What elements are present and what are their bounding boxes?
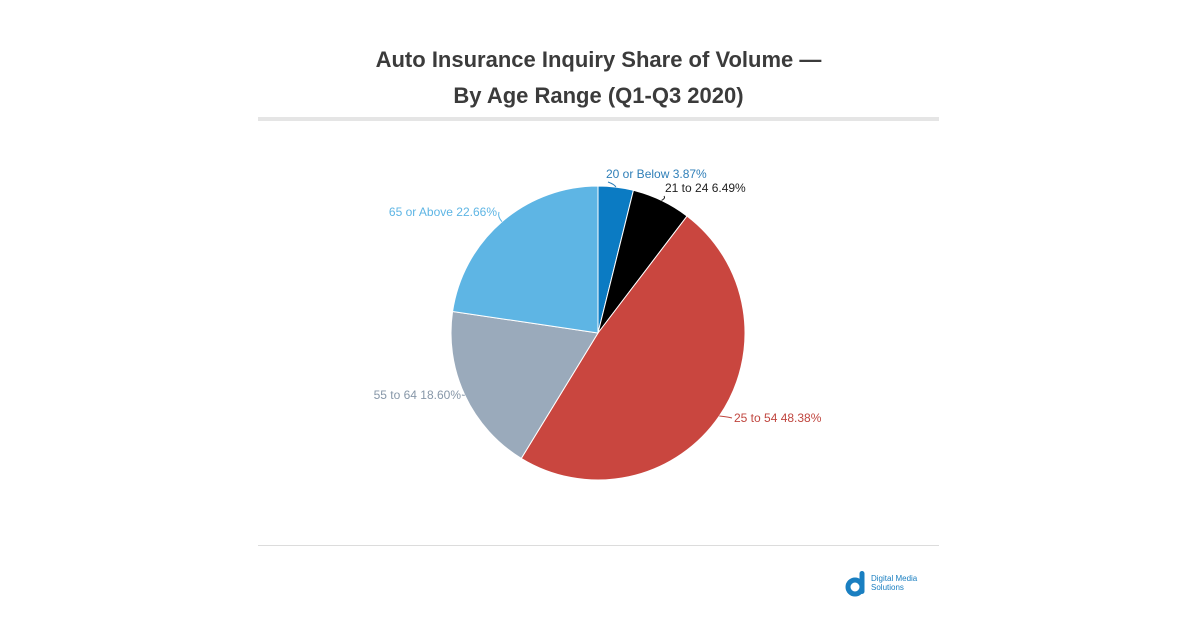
label-leader-line <box>661 195 666 201</box>
slice-data-label: 21 to 24 6.49% <box>665 181 746 195</box>
slice-data-label: 55 to 64 18.60% <box>374 388 462 402</box>
logo-text-line1: Digital Media <box>871 574 918 583</box>
pie-slice <box>520 215 746 481</box>
title-line-2: By Age Range (Q1-Q3 2020) <box>453 83 744 108</box>
label-leader-line <box>607 181 617 188</box>
title-line-1: Auto Insurance Inquiry Share of Volume — <box>375 47 822 72</box>
slice-data-label: 20 or Below 3.87% <box>606 167 707 181</box>
pie-slice <box>452 185 599 334</box>
label-leader-line <box>498 211 503 223</box>
logo-text-line2: Solutions <box>871 583 904 592</box>
footer-divider <box>258 545 939 546</box>
chart-title: Auto Insurance Inquiry Share of Volume —… <box>258 42 939 114</box>
logo-d-icon <box>845 571 865 597</box>
label-leader-line <box>719 415 733 419</box>
slice-data-label: 25 to 54 48.38% <box>734 411 822 425</box>
title-divider <box>258 117 939 121</box>
slice-data-label: 65 or Above 22.66% <box>389 205 497 219</box>
company-logo: Digital Media Solutions <box>845 569 917 597</box>
